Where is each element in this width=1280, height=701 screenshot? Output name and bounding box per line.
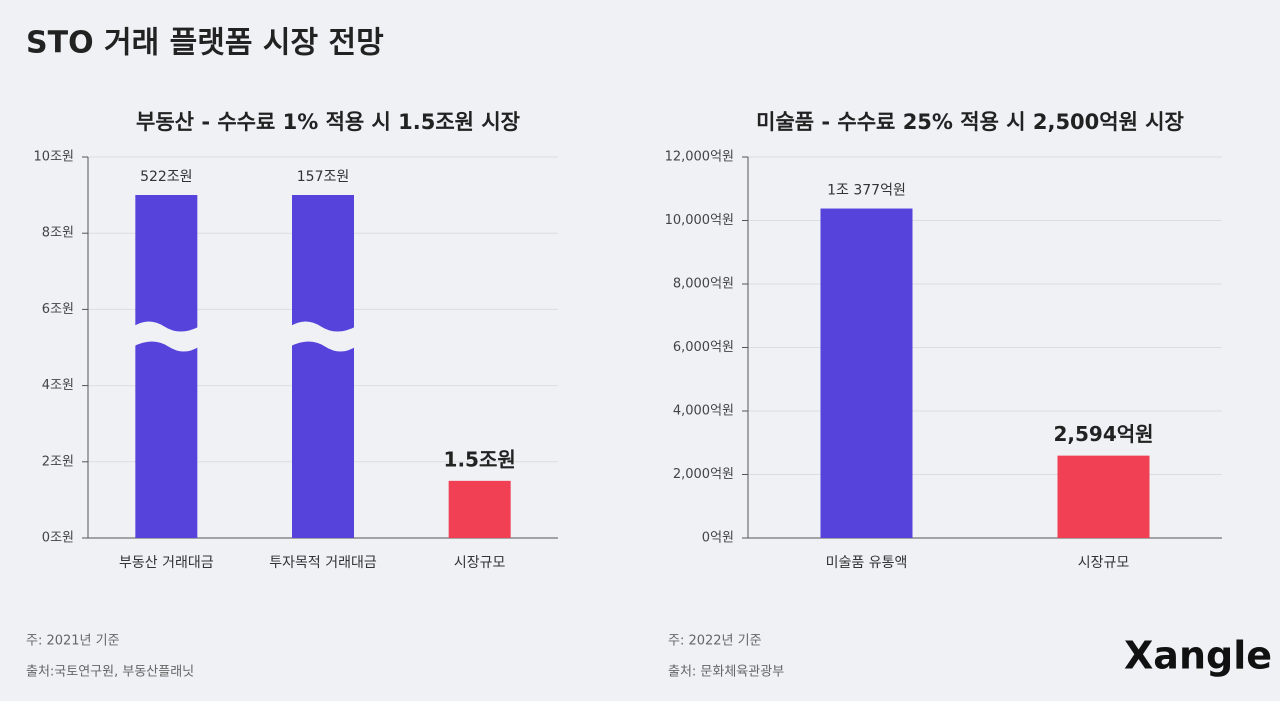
bar [1057, 455, 1150, 538]
note: 주: 2021년 기준 [26, 634, 120, 649]
x-tick-label: 시장규모 [454, 555, 506, 571]
y-tick-label: 6,000억원 [673, 340, 734, 355]
value-label: 157조원 [297, 169, 349, 185]
x-tick-label: 시장규모 [1078, 555, 1130, 571]
source: 출처:국토연구원, 부동산플래닛 [26, 665, 194, 680]
y-tick-label: 8,000억원 [673, 277, 734, 292]
bar [820, 208, 913, 538]
y-tick-label: 4,000억원 [673, 404, 734, 419]
y-tick-label: 2조원 [42, 454, 74, 469]
y-tick-label: 10,000억원 [665, 213, 734, 228]
x-tick-label: 투자목적 거래대금 [269, 555, 377, 571]
bar [292, 195, 354, 538]
bar [135, 195, 198, 538]
y-tick-label: 12,000억원 [665, 150, 734, 165]
y-tick-label: 0조원 [42, 531, 74, 546]
page-title: STO 거래 플랫폼 시장 전망 [26, 26, 384, 61]
axis-break [133, 321, 200, 352]
logo: Xangle [1124, 634, 1272, 678]
y-tick-label: 8조원 [42, 226, 74, 241]
value-label: 522조원 [140, 169, 192, 185]
value-label: 1.5조원 [444, 447, 516, 471]
y-tick-label: 2,000억원 [673, 467, 734, 482]
note: 주: 2022년 기준 [668, 634, 762, 649]
x-tick-label: 미술품 유통액 [826, 555, 908, 571]
chart-title: 미술품 - 수수료 25% 적용 시 2,500억원 시장 [756, 110, 1184, 134]
y-tick-label: 0억원 [702, 531, 734, 546]
y-tick-label: 4조원 [42, 378, 74, 393]
y-tick-label: 10조원 [34, 150, 74, 165]
x-tick-label: 부동산 거래대금 [119, 555, 214, 571]
axis-break [290, 321, 356, 352]
y-tick-label: 6조원 [42, 302, 74, 317]
value-label: 1조 377억원 [827, 183, 906, 199]
value-label: 2,594억원 [1053, 422, 1153, 446]
source: 출처: 문화체육관광부 [668, 665, 784, 680]
chart-title: 부동산 - 수수료 1% 적용 시 1.5조원 시장 [136, 110, 520, 134]
bar [448, 480, 511, 538]
